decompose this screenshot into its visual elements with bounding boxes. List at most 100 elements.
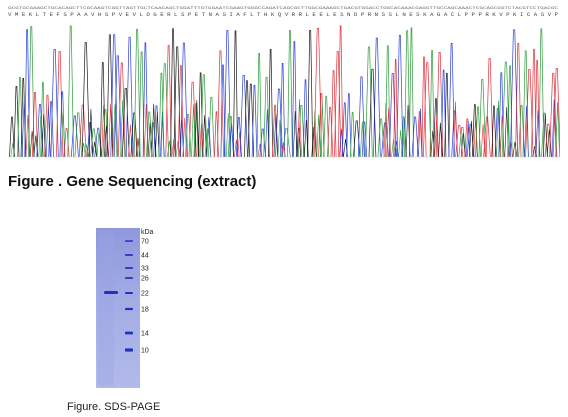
peak-T xyxy=(108,103,113,158)
peak-C xyxy=(402,118,407,158)
peak-A xyxy=(496,100,501,158)
ladder-band-22 xyxy=(125,292,133,294)
peak-T xyxy=(78,104,87,158)
marker-label-22: 22 xyxy=(141,291,149,298)
sample-band xyxy=(104,291,118,294)
sample-lane xyxy=(98,230,114,386)
peak-G xyxy=(247,83,255,158)
chromatogram-background xyxy=(8,3,560,161)
marker-label-70: 70 xyxy=(141,239,149,246)
peak-A xyxy=(138,51,145,158)
peak-C xyxy=(302,79,308,158)
peak-C xyxy=(21,100,27,158)
ladder-band-33 xyxy=(125,267,133,269)
peak-T xyxy=(416,111,423,158)
peak-G xyxy=(232,30,238,158)
peak-C xyxy=(280,63,286,158)
peak-T xyxy=(165,45,172,158)
peak-G xyxy=(194,100,200,158)
peak-T xyxy=(525,69,534,158)
peak-C xyxy=(396,34,404,158)
peak-T xyxy=(531,48,537,158)
peak-T xyxy=(434,116,439,158)
peak-A xyxy=(555,101,560,158)
peak-G xyxy=(9,116,15,158)
peak-C xyxy=(125,36,134,158)
peak-A xyxy=(133,28,141,158)
peak-C xyxy=(498,72,505,158)
marker-label-26: 26 xyxy=(141,276,149,283)
peak-G xyxy=(106,34,114,158)
peak-G xyxy=(155,111,160,158)
peak-C xyxy=(341,102,348,158)
peak-C xyxy=(465,120,471,158)
peak-G xyxy=(273,113,279,158)
ladder-band-18 xyxy=(125,307,133,311)
peak-G xyxy=(81,42,90,158)
peak-C xyxy=(94,127,103,158)
peak-T xyxy=(549,72,558,158)
peak-C xyxy=(346,93,352,158)
peak-C xyxy=(448,43,455,158)
peak-G xyxy=(13,85,20,158)
peak-T xyxy=(473,117,478,158)
peak-G xyxy=(151,103,156,158)
peak-T xyxy=(552,68,560,158)
peak-A xyxy=(263,76,270,158)
trace-peaks xyxy=(9,25,560,158)
peak-T xyxy=(281,142,286,158)
peak-A xyxy=(350,111,356,158)
peak-T xyxy=(334,50,342,158)
ladder-band-10 xyxy=(125,348,133,352)
peak-C xyxy=(411,116,419,158)
peak-T xyxy=(297,99,302,158)
peak-C xyxy=(291,41,297,158)
peak-T xyxy=(422,62,432,158)
ladder-band-70 xyxy=(125,240,133,242)
ladder-lane xyxy=(125,240,133,352)
peak-C xyxy=(394,141,399,158)
peak-T xyxy=(177,65,184,158)
peak-A xyxy=(316,114,321,158)
peak-A xyxy=(28,26,35,158)
peak-A xyxy=(475,106,481,158)
peak-G xyxy=(460,132,466,158)
marker-labels: 70 44 33 26 22 18 14 10 xyxy=(141,239,149,355)
peak-C xyxy=(223,29,231,158)
peak-A xyxy=(277,119,283,158)
peak-A xyxy=(90,128,98,158)
peak-T xyxy=(32,92,39,158)
peak-G xyxy=(121,87,130,158)
peak-C xyxy=(180,42,188,158)
peak-G xyxy=(444,72,450,158)
kda-label: kDa xyxy=(141,229,154,236)
peak-T xyxy=(338,25,344,158)
peak-A xyxy=(256,52,262,158)
peak-A xyxy=(287,29,293,158)
peak-T xyxy=(216,50,224,158)
peak-C xyxy=(239,74,248,158)
peak-T xyxy=(485,57,494,158)
peak-G xyxy=(491,105,497,158)
peak-A xyxy=(112,104,118,158)
peak-G xyxy=(170,28,176,158)
marker-label-18: 18 xyxy=(141,307,149,314)
peak-A xyxy=(360,121,365,158)
peak-T xyxy=(313,27,322,158)
peak-A xyxy=(175,140,181,158)
peak-T xyxy=(101,104,106,158)
marker-label-14: 14 xyxy=(141,331,149,338)
peak-A xyxy=(391,139,396,158)
peak-A xyxy=(120,100,125,158)
peak-C xyxy=(510,29,519,158)
peak-G xyxy=(92,141,97,158)
peak-C xyxy=(229,123,234,158)
peak-T xyxy=(515,43,522,158)
peak-A xyxy=(538,28,545,158)
chromatogram: GCGTGCGAAGCTGCACAGCTTCGCAAGTCGGTTAGTTGCT… xyxy=(8,3,560,161)
peak-T xyxy=(25,114,31,158)
peak-T xyxy=(499,115,505,158)
peak-G xyxy=(99,62,106,158)
peak-C xyxy=(440,69,447,158)
peak-A xyxy=(297,105,305,158)
